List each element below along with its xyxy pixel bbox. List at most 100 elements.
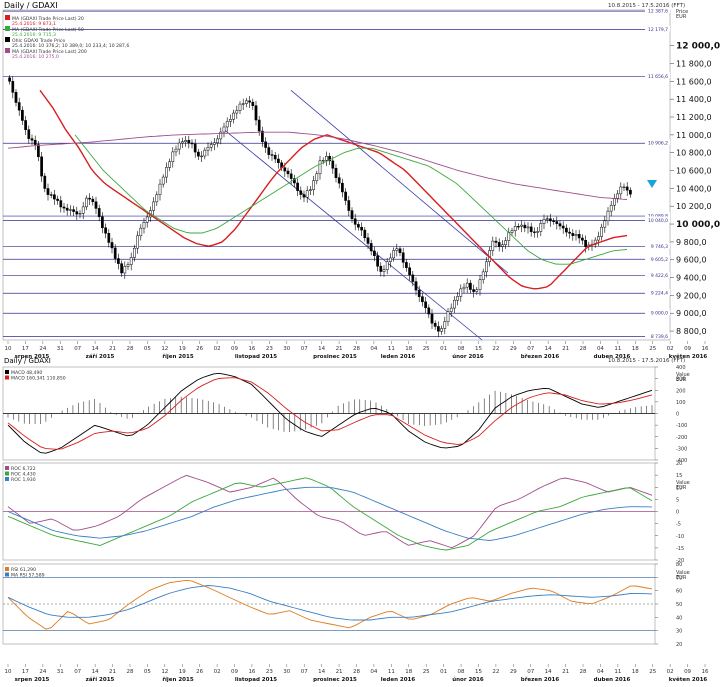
price-panel-date-range: 10.8.2015 - 17.5.2016 (FFT)	[608, 3, 685, 9]
candle-body	[197, 151, 200, 157]
candle-body	[120, 263, 123, 274]
candle-body	[113, 247, 117, 259]
candle-body	[88, 197, 91, 200]
indicator-y-tick-label: 100	[676, 400, 686, 406]
candle-body	[424, 301, 427, 309]
price-support-resistance-lines: 12 387,612 179,711 656,610 906,210 089,8…	[3, 7, 670, 340]
candle-body	[552, 220, 555, 222]
indicator-y-tick-label: -15	[676, 546, 684, 552]
x-tick-label: 22	[492, 346, 499, 352]
candle-body	[533, 231, 536, 233]
x-tick-label: 07	[74, 346, 81, 352]
candle-body	[350, 210, 354, 220]
candle-body	[385, 261, 389, 270]
x-month-label: září 2015	[86, 353, 115, 360]
indicator-y-tick-label: 60	[676, 589, 682, 595]
candle-body	[347, 200, 351, 211]
x-tick-label: 24	[39, 669, 46, 675]
x-month-label: duben 2016	[594, 677, 631, 683]
x-tick-label: 15	[475, 346, 482, 352]
indicator-legend-swatch	[5, 466, 9, 470]
candle-body	[318, 160, 322, 175]
candle-body	[261, 130, 264, 143]
candle-body	[305, 190, 309, 198]
price-y-tick-label: 10 400,0	[676, 184, 712, 193]
x-month-label: únor 2016	[452, 353, 484, 360]
x-tick-label: 04	[597, 669, 604, 675]
x-tick-label: 23	[266, 346, 273, 352]
x-tick-label: 28	[353, 346, 360, 352]
candle-body	[222, 126, 226, 133]
candle-body	[241, 103, 245, 105]
price-level-label: 12 387,6	[648, 9, 668, 15]
price-level-label: 9 224,4	[651, 291, 668, 297]
x-tick-label: 11	[614, 346, 621, 352]
x-tick-label: 18	[632, 669, 639, 675]
x-tick-label: 01	[440, 346, 447, 352]
x-month-label: duben 2016	[594, 354, 631, 360]
x-month-label: leden 2016	[381, 354, 416, 360]
x-tick-label: 01	[440, 669, 447, 675]
candle-body	[376, 255, 379, 267]
price-ma-line	[74, 134, 628, 265]
candle-body	[536, 231, 539, 233]
candle-body	[414, 281, 418, 291]
candle-body	[257, 119, 261, 132]
candle-body	[606, 210, 610, 222]
x-tick-label: 11	[388, 669, 395, 675]
candle-body	[504, 240, 507, 246]
candle-body	[142, 222, 146, 229]
candle-body	[277, 158, 280, 163]
candle-body	[360, 226, 363, 231]
candle-body	[545, 218, 549, 220]
candle-body	[158, 183, 162, 195]
x-tick-label: 31	[57, 346, 64, 352]
candle-body	[523, 224, 527, 229]
candle-body	[43, 175, 47, 189]
x-tick-label: 23	[266, 669, 273, 675]
candle-body	[427, 307, 431, 315]
indicator-y-tick-label: 400	[676, 365, 686, 371]
x-tick-label: 09	[231, 346, 238, 352]
candle-body	[526, 226, 530, 229]
indicator-y-tick-label: 10	[676, 485, 682, 491]
price-legend-value: 25.4.2016: 9 715,3	[12, 32, 56, 38]
candle-body	[17, 102, 21, 111]
candle-body	[187, 139, 191, 144]
candle-body	[421, 296, 424, 303]
projection-arrow-icon	[647, 180, 657, 188]
channel-upper-line	[290, 89, 509, 274]
candle-body	[440, 328, 443, 332]
macd-panel: 400 300 200 100 0 -100 -200 -300 -400 MACD 48,490…	[3, 365, 687, 464]
x-tick-label: 09	[231, 669, 238, 675]
indicator-legend-swatch	[5, 370, 9, 374]
indicator-y-tick-label: 70	[676, 575, 682, 581]
x-tick-label: 26	[196, 346, 203, 352]
price-level-label-bg	[645, 242, 670, 249]
candle-body	[321, 160, 325, 162]
price-legend-text: MA (GDAXI Trade Price Last) 50	[12, 27, 84, 33]
price-legend-swatch	[5, 48, 10, 53]
candle-body	[203, 149, 207, 157]
price-y-tick-label: 10 200,0	[676, 202, 712, 211]
indicator-y-tick-label: 300	[676, 377, 686, 383]
indicator-legend-swatch	[5, 477, 9, 481]
candle-body	[49, 194, 53, 196]
candle-body	[232, 112, 235, 120]
indicator-y-tick-label: 200	[676, 388, 686, 394]
x-tick-label: 02	[214, 346, 221, 352]
indicator-legend-text: ROC 6,722	[11, 466, 36, 472]
candle-body	[437, 326, 440, 332]
price-legend-swatch	[5, 37, 10, 42]
candle-body	[501, 244, 504, 247]
x-tick-label: 29	[510, 669, 517, 675]
candle-body	[267, 147, 271, 155]
x-month-label: květen 2016	[669, 353, 708, 360]
x-tick-label: 21	[562, 669, 569, 675]
candle-body	[235, 110, 239, 114]
x-tick-label: 08	[458, 669, 465, 675]
rsi-currency-label: EUR	[676, 575, 687, 581]
indicator-series-line	[7, 474, 653, 549]
